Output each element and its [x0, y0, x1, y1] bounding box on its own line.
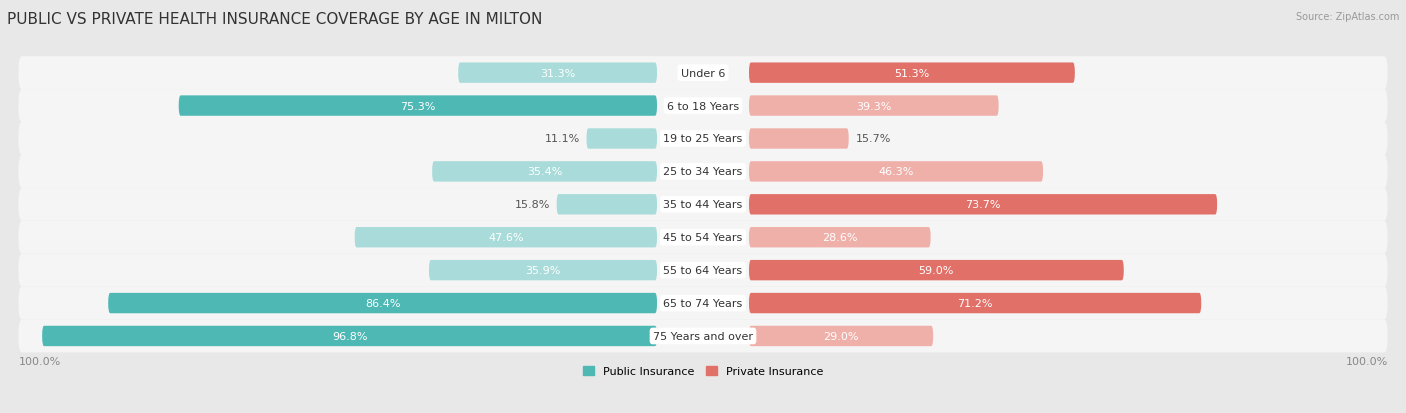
FancyBboxPatch shape	[749, 326, 934, 347]
Legend: Public Insurance, Private Insurance: Public Insurance, Private Insurance	[583, 366, 823, 376]
FancyBboxPatch shape	[18, 320, 1388, 353]
Text: 71.2%: 71.2%	[957, 298, 993, 308]
FancyBboxPatch shape	[749, 228, 931, 248]
Text: Under 6: Under 6	[681, 69, 725, 78]
Text: Source: ZipAtlas.com: Source: ZipAtlas.com	[1295, 12, 1399, 22]
Text: 19 to 25 Years: 19 to 25 Years	[664, 134, 742, 144]
Text: 73.7%: 73.7%	[966, 200, 1001, 210]
FancyBboxPatch shape	[586, 129, 657, 150]
Text: 75 Years and over: 75 Years and over	[652, 331, 754, 341]
FancyBboxPatch shape	[18, 57, 1388, 90]
FancyBboxPatch shape	[749, 260, 1123, 281]
FancyBboxPatch shape	[42, 326, 657, 347]
FancyBboxPatch shape	[18, 90, 1388, 123]
Text: 15.8%: 15.8%	[515, 200, 550, 210]
FancyBboxPatch shape	[557, 195, 657, 215]
Text: 55 to 64 Years: 55 to 64 Years	[664, 266, 742, 275]
Text: 47.6%: 47.6%	[488, 233, 523, 242]
FancyBboxPatch shape	[749, 162, 1043, 182]
Text: 35 to 44 Years: 35 to 44 Years	[664, 200, 742, 210]
FancyBboxPatch shape	[749, 96, 998, 116]
FancyBboxPatch shape	[18, 123, 1388, 156]
Text: 65 to 74 Years: 65 to 74 Years	[664, 298, 742, 308]
Text: 29.0%: 29.0%	[824, 331, 859, 341]
FancyBboxPatch shape	[749, 195, 1218, 215]
FancyBboxPatch shape	[749, 63, 1074, 84]
Text: 75.3%: 75.3%	[401, 101, 436, 111]
Text: 15.7%: 15.7%	[855, 134, 891, 144]
Text: 35.4%: 35.4%	[527, 167, 562, 177]
Text: 100.0%: 100.0%	[1346, 356, 1388, 366]
FancyBboxPatch shape	[18, 188, 1388, 221]
Text: 28.6%: 28.6%	[823, 233, 858, 242]
FancyBboxPatch shape	[18, 221, 1388, 254]
Text: 86.4%: 86.4%	[366, 298, 401, 308]
FancyBboxPatch shape	[749, 293, 1201, 313]
Text: 100.0%: 100.0%	[18, 356, 60, 366]
Text: 35.9%: 35.9%	[526, 266, 561, 275]
Text: 31.3%: 31.3%	[540, 69, 575, 78]
Text: 59.0%: 59.0%	[918, 266, 955, 275]
FancyBboxPatch shape	[429, 260, 657, 281]
FancyBboxPatch shape	[458, 63, 657, 84]
FancyBboxPatch shape	[18, 254, 1388, 287]
Text: 25 to 34 Years: 25 to 34 Years	[664, 167, 742, 177]
FancyBboxPatch shape	[432, 162, 657, 182]
FancyBboxPatch shape	[179, 96, 657, 116]
Text: 6 to 18 Years: 6 to 18 Years	[666, 101, 740, 111]
Text: 39.3%: 39.3%	[856, 101, 891, 111]
FancyBboxPatch shape	[354, 228, 657, 248]
Text: 45 to 54 Years: 45 to 54 Years	[664, 233, 742, 242]
FancyBboxPatch shape	[108, 293, 657, 313]
Text: PUBLIC VS PRIVATE HEALTH INSURANCE COVERAGE BY AGE IN MILTON: PUBLIC VS PRIVATE HEALTH INSURANCE COVER…	[7, 12, 543, 27]
FancyBboxPatch shape	[18, 287, 1388, 320]
Text: 96.8%: 96.8%	[332, 331, 367, 341]
FancyBboxPatch shape	[749, 129, 849, 150]
Text: 51.3%: 51.3%	[894, 69, 929, 78]
FancyBboxPatch shape	[18, 156, 1388, 188]
Text: 11.1%: 11.1%	[544, 134, 579, 144]
Text: 46.3%: 46.3%	[879, 167, 914, 177]
